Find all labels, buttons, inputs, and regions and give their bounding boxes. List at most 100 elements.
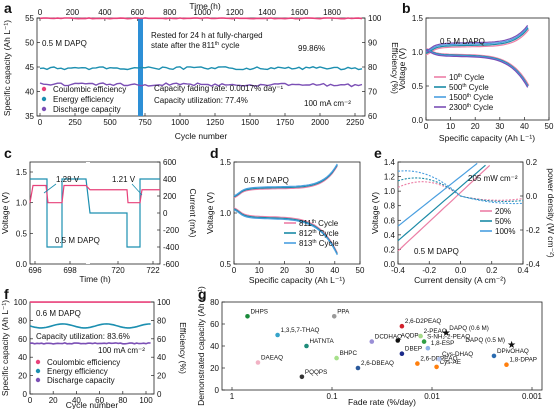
panel-g-y-tick-label: 40 xyxy=(210,342,219,351)
panel-g-point-label: 2,6-D2PEAQ xyxy=(405,318,441,325)
panel-e-yright-tick-label: -0.2 xyxy=(526,226,540,235)
panel-c-note: 0.5 M DAPQ xyxy=(55,236,100,245)
legend-label: 812th Cycle xyxy=(299,229,339,238)
panel-d-charge-curve xyxy=(233,165,338,199)
legend-label: Coulombic efficiency xyxy=(53,85,126,94)
legend-label-sup: th xyxy=(462,83,466,89)
panel-f-capacity-line xyxy=(29,342,151,345)
panel-f-x-tick-label: 60 xyxy=(95,396,104,405)
panel-b-x-axis-title: Specific capacity (Ah L⁻¹) xyxy=(439,133,535,143)
panel-e-x-tick-label: -0.4 xyxy=(391,266,405,275)
panel-g-point xyxy=(331,314,337,319)
panel-b-x-tick-label: 0 xyxy=(424,122,429,131)
legend-label: 813th Cycle xyxy=(299,239,339,248)
panel-g-point-label: Cys-DHAQ xyxy=(442,351,473,358)
panel-g-point-label: DAPQ (0.6 M) xyxy=(449,325,489,332)
panel-g-x-tick-label: 0.001 xyxy=(522,392,543,401)
legend-label-sup: th xyxy=(467,93,471,99)
panel-b-y-axis-title: Voltage (V) xyxy=(397,48,407,90)
panel-a-y-left-title: Specific capacity (Ah L⁻¹) xyxy=(2,20,12,116)
panel-g-point xyxy=(491,353,497,359)
panel-a-current-note: 100 mA cm⁻² xyxy=(304,99,351,108)
panel-a-rest-note-1: Rested for 24 h at fully-charged xyxy=(151,31,263,40)
panel-e-power-curve xyxy=(397,177,524,202)
panel-f-yleft-tick-label: 60 xyxy=(18,335,27,344)
panel-f-yleft-tick-label: 100 xyxy=(14,298,28,307)
panel-a-yright-tick-label: 70 xyxy=(368,88,377,97)
legend-label: 1500th Cycle xyxy=(449,93,494,102)
legend-label: Discharge capacity xyxy=(47,376,115,385)
panel-a-top-tick-label: 1200 xyxy=(226,8,244,17)
panel-b-discharge-curve xyxy=(425,47,530,86)
legend-label: 50% xyxy=(495,217,511,226)
legend-label-sup: th xyxy=(312,219,316,225)
panel-e-yleft-tick-label: 1.2 xyxy=(384,173,396,182)
panel-b-discharge-curve xyxy=(425,49,529,88)
panel-b-discharge-curve xyxy=(425,49,529,88)
panel-f-x-tick-label: 0 xyxy=(28,396,33,405)
panel-a-coulombic-line xyxy=(39,17,363,20)
panel-c-yright-tick-label: -200 xyxy=(163,226,180,235)
panel-g-point-label: HATNTA xyxy=(309,338,334,345)
panel-a: a Time (h) Cycle number Specific capacit… xyxy=(2,0,400,141)
panel-c-yleft-tick-label: 0.5 xyxy=(16,229,28,238)
panel-d-discharge-curve xyxy=(233,207,338,254)
panel-a-yleft-tick-label: 55 xyxy=(25,14,34,23)
panel-d-x-axis-title: Specific capacity (Ah L⁻¹) xyxy=(249,275,345,285)
panel-e-yleft-tick-label: 0.8 xyxy=(384,202,396,211)
panel-g-point-label: 1,3,5,7-THAQ xyxy=(281,327,320,334)
panel-c-x-axis-title: Time (h) xyxy=(79,274,110,284)
panel-a-top-tick-label: 200 xyxy=(66,8,80,17)
panel-g-point-label: Cys-AE xyxy=(440,359,461,366)
panel-f-util-note: Capacity utilization: 83.6% xyxy=(36,332,130,341)
legend-label-suffix: Cycle xyxy=(471,93,494,102)
panel-g-point xyxy=(434,364,439,370)
panel-c-x-tick-label: 722 xyxy=(146,266,160,275)
panel-a-x-tick-label: 2250 xyxy=(346,118,364,127)
panel-b-x-tick-label: 10 xyxy=(446,122,455,131)
panel-a-x-tick-label: 1000 xyxy=(171,118,189,127)
panel-b-y-tick-label: 0.5 xyxy=(412,82,424,91)
panel-d-discharge-curve xyxy=(233,209,338,256)
panel-c-yright-tick-label: 0 xyxy=(163,209,168,218)
panel-f-current-note: 100 mA cm⁻² xyxy=(98,346,145,355)
legend-label-num: 811 xyxy=(299,219,312,228)
panel-c-yright-tick-label: 400 xyxy=(163,175,177,184)
legend-label: Energy efficiency xyxy=(47,367,108,376)
panel-f-y-right-title: Efficiency (%) xyxy=(178,322,188,374)
panel-g-point xyxy=(399,323,405,329)
panel-g-point xyxy=(399,351,405,357)
panel-b-y-tick-label: 1.5 xyxy=(412,14,424,23)
panel-e-x-tick-label: 0.4 xyxy=(517,266,529,275)
legend-label-num: 500 xyxy=(449,83,463,92)
panel-g-point xyxy=(415,361,420,366)
panel-d: d Specific capacity (Ah L⁻¹) Voltage (V)… xyxy=(205,145,365,285)
panel-g-point-label: S-NH₂-2-PEAQ xyxy=(427,334,470,341)
panel-b: b Specific capacity (Ah L⁻¹) Voltage (V)… xyxy=(397,0,554,143)
panel-a-x-tick-label: 1500 xyxy=(241,118,259,127)
panel-d-note: 0.5 M DAPQ xyxy=(244,176,289,185)
panel-g-point-label: DAPQ (0.5 M) xyxy=(465,337,505,344)
panel-a-yleft-tick-label: 45 xyxy=(25,63,34,72)
panel-a-yleft-tick-label: 50 xyxy=(25,39,34,48)
panel-f-x-axis-title: Cycle number xyxy=(66,400,119,409)
legend-swatch xyxy=(41,106,47,112)
panel-b-y-tick-label: 0.0 xyxy=(412,116,424,125)
panel-e-label: e xyxy=(374,145,382,161)
panel-d-y-tick-label: 1.0 xyxy=(220,209,232,218)
panel-g-point xyxy=(425,345,431,351)
legend-swatch xyxy=(35,368,41,374)
panel-g-y-axis-title: Demonstrated capacity (Ah L⁻¹) xyxy=(196,286,206,406)
panel-c-arrow-1 xyxy=(43,183,57,194)
panel-d-x-tick-label: 0 xyxy=(232,266,237,275)
panel-c-yright-tick-label: -400 xyxy=(163,243,180,252)
panel-g-point xyxy=(334,355,339,361)
panel-a-yright-tick-label: 60 xyxy=(368,112,377,121)
panel-a-yleft-tick-label: 40 xyxy=(25,88,34,97)
panel-a-energy-line xyxy=(39,66,363,71)
panel-a-x-tick-label: 2000 xyxy=(311,118,329,127)
panel-e-voltage-curve xyxy=(397,164,486,242)
panel-g-x-axis-title: Fade rate (%/day) xyxy=(348,397,416,407)
legend-label-num: 10 xyxy=(449,73,458,82)
